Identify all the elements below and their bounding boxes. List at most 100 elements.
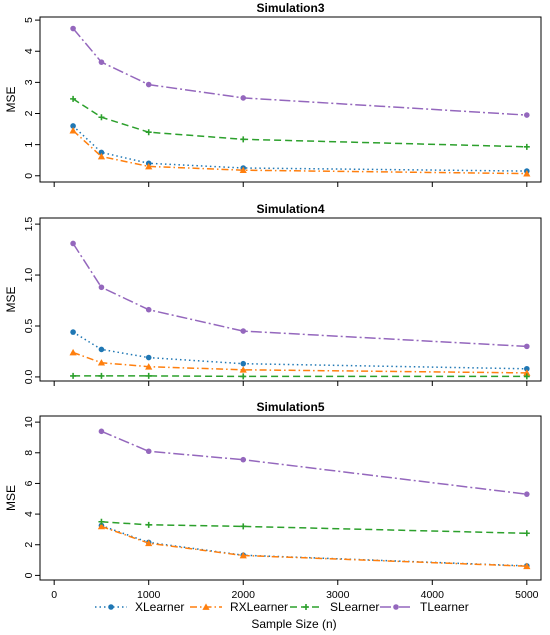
x-tick-label: 4000 bbox=[421, 589, 445, 601]
x-tick-label: 2000 bbox=[232, 589, 256, 601]
data-point-slearner bbox=[98, 114, 105, 121]
y-tick-label: 3 bbox=[23, 79, 35, 85]
data-point-slearner bbox=[145, 129, 152, 136]
legend-marker-slearner bbox=[303, 604, 309, 610]
data-point-rxlearner bbox=[523, 169, 531, 177]
data-point-tlearner bbox=[240, 328, 247, 334]
data-point-slearner bbox=[145, 521, 152, 528]
data-point-xlearner bbox=[70, 329, 76, 335]
data-point-slearner bbox=[240, 136, 247, 143]
data-point-xlearner bbox=[145, 354, 152, 361]
x-tick-label: 5000 bbox=[515, 589, 539, 601]
y-tick-label: 10 bbox=[23, 416, 35, 428]
plot-frame bbox=[39, 217, 542, 382]
series-line-slearner bbox=[72, 98, 527, 148]
series-line-tlearner bbox=[101, 430, 527, 495]
data-point-tlearner bbox=[524, 491, 530, 497]
y-tick-label: 5 bbox=[23, 17, 35, 23]
x-axis-label: Sample Size (n) bbox=[251, 617, 336, 631]
y-axis-label: MSE bbox=[4, 286, 18, 312]
series-line-xlearner bbox=[101, 524, 527, 567]
data-point-tlearner bbox=[145, 448, 152, 455]
x-tick-label: 3000 bbox=[326, 589, 350, 601]
legend-item-rxlearner: RXLearner bbox=[190, 600, 288, 614]
data-point-slearner bbox=[98, 518, 105, 525]
data-point-rxlearner bbox=[69, 348, 77, 356]
data-point-rxlearner bbox=[145, 363, 153, 370]
y-axis-label: MSE bbox=[4, 485, 18, 511]
series-line-tlearner bbox=[72, 243, 527, 348]
panel-2: Simulation4 MSE 0.0 0.5 1.0 1.5 bbox=[4, 202, 542, 386]
data-point-xlearner bbox=[70, 123, 76, 129]
data-point-slearner bbox=[70, 95, 77, 102]
y-tick-label: 1.5 bbox=[23, 217, 35, 232]
data-point-tlearner bbox=[98, 284, 105, 291]
data-point-xlearner bbox=[98, 346, 105, 353]
y-tick-label: 0 bbox=[23, 572, 35, 578]
data-point-xlearner bbox=[240, 360, 247, 367]
data-point-rxlearner bbox=[145, 539, 153, 547]
data-point-xlearner bbox=[524, 365, 530, 372]
data-point-slearner bbox=[523, 143, 530, 150]
legend-marker-rxlearner bbox=[202, 603, 210, 610]
legend-item-xlearner: XLearner bbox=[95, 600, 184, 614]
y-tick-label: 6 bbox=[23, 480, 35, 486]
data-point-slearner bbox=[240, 523, 247, 530]
data-point-tlearner bbox=[145, 306, 152, 313]
data-point-tlearner bbox=[145, 81, 152, 88]
data-point-tlearner bbox=[98, 428, 105, 435]
panel-title: Simulation5 bbox=[256, 400, 324, 414]
data-point-tlearner bbox=[240, 456, 247, 463]
data-point-tlearner bbox=[70, 25, 76, 32]
y-tick-label: 1.0 bbox=[23, 268, 35, 283]
legend-item-slearner: SLearner bbox=[290, 600, 379, 614]
y-tick-label: 4 bbox=[23, 511, 35, 517]
series-line-slearner bbox=[73, 375, 527, 378]
data-point-tlearner bbox=[240, 95, 247, 101]
data-point-tlearner bbox=[98, 59, 105, 65]
y-tick-label: 0 bbox=[23, 173, 35, 179]
legend-label-tlearner: TLearner bbox=[420, 600, 469, 614]
data-point-slearner bbox=[145, 372, 152, 379]
legend-marker-tlearner bbox=[393, 604, 399, 610]
y-tick-label: 8 bbox=[23, 450, 35, 456]
data-point-slearner bbox=[523, 530, 530, 537]
x-tick-label: 0 bbox=[51, 589, 57, 601]
data-point-rxlearner bbox=[97, 152, 106, 160]
series-line-xlearner bbox=[72, 331, 527, 370]
data-point-slearner bbox=[240, 373, 247, 380]
series-line-rxlearner bbox=[72, 130, 527, 175]
data-point-slearner bbox=[523, 373, 530, 380]
data-point-rxlearner bbox=[523, 369, 531, 376]
y-tick-label: 1 bbox=[23, 142, 35, 148]
data-point-rxlearner bbox=[239, 166, 247, 174]
data-point-slearner bbox=[70, 372, 77, 379]
y-tick-label: 4 bbox=[23, 48, 35, 54]
legend-label-rxlearner: RXLearner bbox=[230, 600, 288, 614]
legend-label-xlearner: XLearner bbox=[135, 600, 184, 614]
plot-frame bbox=[39, 16, 542, 183]
data-point-rxlearner bbox=[69, 127, 77, 134]
data-point-xlearner bbox=[98, 149, 105, 156]
panels: Simulation3 MSE 0 1 2 3 4 5 Simulation4 MSE 0.0 0.5… bbox=[4, 1, 542, 601]
data-point-rxlearner bbox=[523, 562, 531, 570]
data-point-tlearner bbox=[70, 240, 76, 247]
y-tick-label: 0.5 bbox=[23, 319, 35, 334]
panel-title: Simulation3 bbox=[256, 1, 324, 15]
panel-title: Simulation4 bbox=[256, 202, 324, 216]
data-point-rxlearner bbox=[239, 366, 247, 373]
legend-item-tlearner: TLearner bbox=[380, 600, 469, 614]
y-axis-label: MSE bbox=[4, 86, 18, 112]
plot-frame bbox=[39, 415, 542, 581]
y-tick-label: 2 bbox=[23, 110, 35, 116]
series-line-rxlearner bbox=[101, 525, 527, 567]
data-point-tlearner bbox=[524, 112, 530, 118]
data-point-rxlearner bbox=[97, 359, 106, 366]
legend: XLearner RXLearner SLearner TLearner bbox=[95, 600, 469, 614]
data-point-slearner bbox=[98, 372, 105, 379]
panel-1: Simulation3 MSE 0 1 2 3 4 5 bbox=[4, 1, 542, 187]
y-tick-label: 2 bbox=[23, 542, 35, 548]
series-line-tlearner bbox=[72, 28, 527, 116]
data-point-tlearner bbox=[524, 343, 530, 350]
